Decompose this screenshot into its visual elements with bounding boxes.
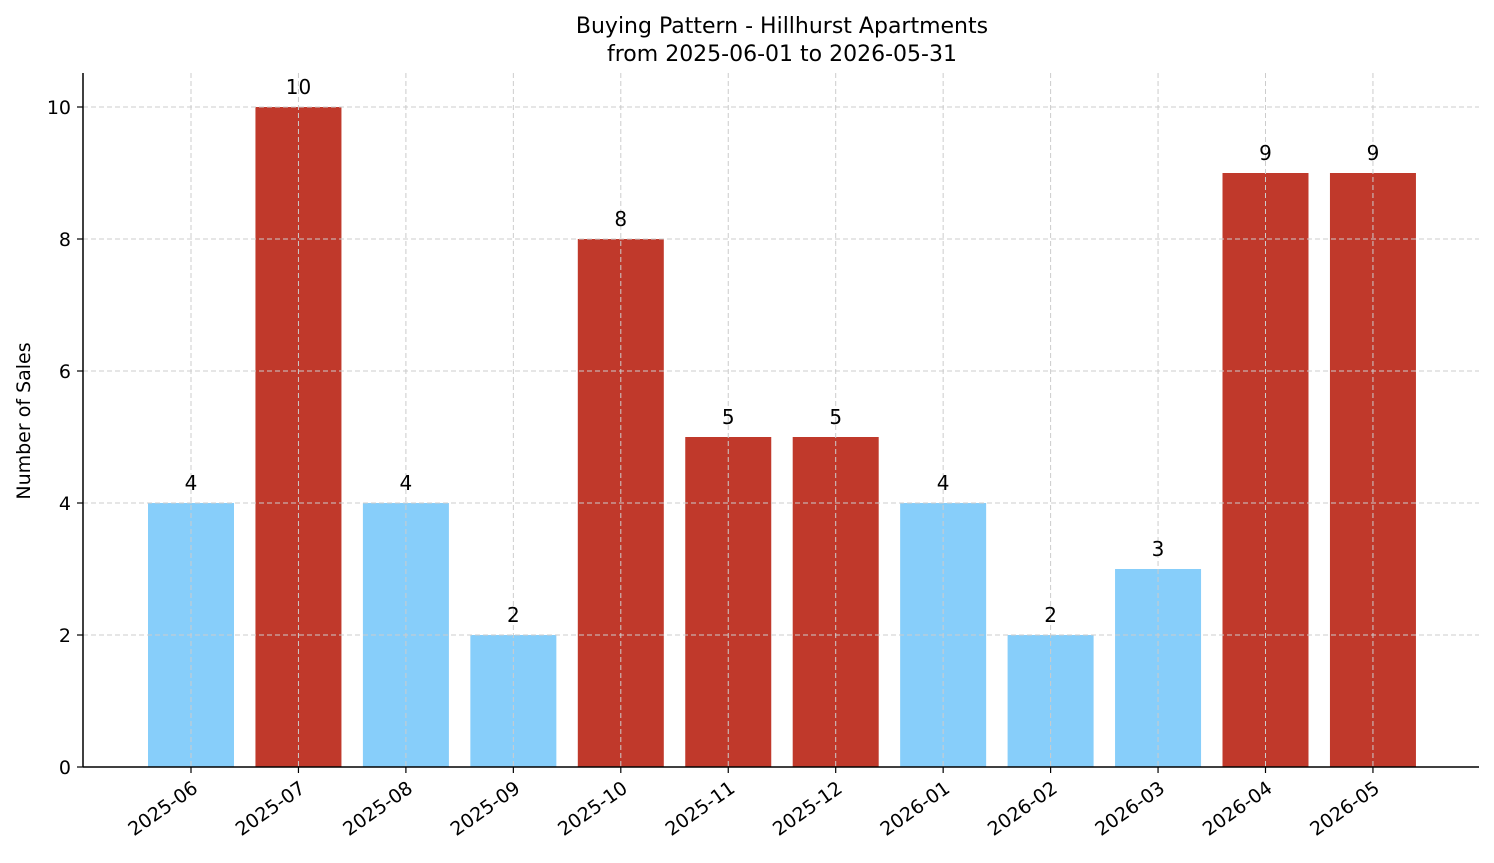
y-tick-label: 10	[47, 97, 71, 119]
bar-value-label: 3	[1152, 537, 1165, 561]
y-tick-label: 2	[59, 625, 71, 647]
x-tick-label: 2026-04	[1199, 777, 1277, 841]
bar-value-label: 5	[829, 405, 842, 429]
grid	[83, 73, 1479, 767]
bar-value-label: 4	[937, 471, 950, 495]
x-tick-label: 2025-09	[447, 777, 525, 841]
chart-subtitle: from 2025-06-01 to 2026-05-31	[607, 42, 957, 67]
x-tick-label: 2026-02	[984, 777, 1062, 841]
x-tick-label: 2025-12	[769, 777, 847, 841]
y-tick-label: 0	[59, 757, 71, 779]
bar-value-label: 9	[1259, 141, 1272, 165]
bars	[148, 107, 1416, 767]
bar-value-label: 2	[507, 603, 520, 627]
bar-value-label: 4	[400, 471, 413, 495]
x-tick-label: 2025-06	[124, 777, 202, 841]
axes	[82, 73, 1479, 768]
x-tick-label: 2026-01	[876, 777, 954, 841]
x-tick-label: 2026-05	[1306, 777, 1384, 841]
y-tick-label: 8	[59, 229, 71, 251]
data-labels: 4 10 4 2 8 5 5 4 2 3 9 9	[185, 75, 1380, 627]
bar-value-label: 9	[1367, 141, 1380, 165]
chart-title: Buying Pattern - Hillhurst Apartments	[576, 14, 988, 39]
bar-value-label: 8	[614, 207, 627, 231]
y-tick-label: 4	[59, 493, 71, 515]
bar-value-label: 4	[185, 471, 198, 495]
y-axis-label: Number of Sales	[13, 342, 35, 499]
bar-value-label: 5	[722, 405, 735, 429]
x-tick-label: 2025-07	[232, 777, 310, 841]
bar-value-label: 2	[1044, 603, 1057, 627]
bar-value-label: 10	[286, 75, 311, 99]
x-tick-label: 2025-10	[554, 777, 632, 841]
y-tick-label: 6	[59, 361, 71, 383]
x-tick-label: 2025-08	[339, 777, 417, 841]
x-tick-label: 2025-11	[661, 777, 739, 841]
x-tick-label: 2026-03	[1091, 777, 1169, 841]
